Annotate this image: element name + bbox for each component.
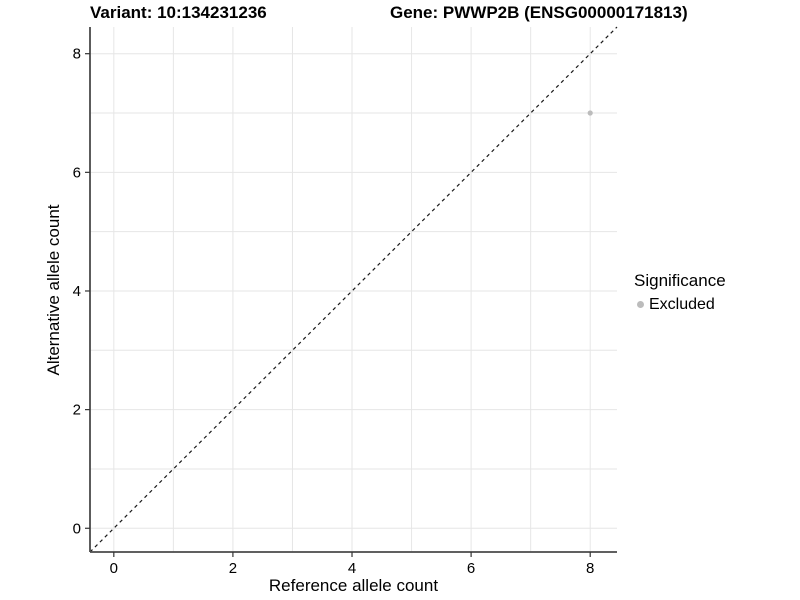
legend-marker-circle-icon: [637, 301, 644, 308]
y-tick-label: 2: [73, 402, 81, 419]
y-tick-label: 8: [73, 46, 81, 63]
legend-title: Significance: [634, 271, 726, 290]
x-axis-title: Reference allele count: [268, 576, 439, 595]
data-point: [587, 110, 593, 116]
plot-title-variant: Variant: 10:134231236: [90, 3, 267, 22]
legend-entry-label: Excluded: [649, 295, 715, 313]
legend-entries: Excluded: [634, 294, 726, 315]
identity-dashed-line: [89, 26, 618, 553]
y-tick-label: 0: [73, 520, 81, 537]
legend: Significance Excluded: [634, 271, 726, 315]
plot-title-gene: Gene: PWWP2B (ENSG00000171813): [390, 3, 688, 22]
x-tick-label: 6: [467, 560, 475, 577]
x-tick-label: 2: [229, 560, 237, 577]
x-tick-label: 4: [348, 560, 356, 577]
y-tick-label: 4: [73, 283, 81, 300]
y-axis-title: Alternative allele count: [44, 204, 63, 376]
legend-entry: Excluded: [634, 294, 726, 315]
x-tick-label: 8: [586, 560, 594, 577]
x-tick-label: 0: [110, 560, 118, 577]
y-tick-label: 6: [73, 164, 81, 181]
